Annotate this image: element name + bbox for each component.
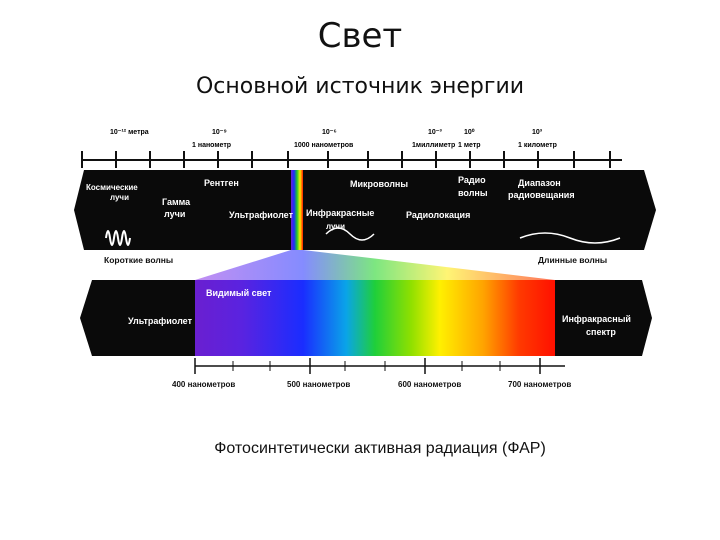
bottom-scale xyxy=(194,358,565,374)
label-400nm: 400 нанометров xyxy=(172,380,235,389)
label-ultraviolet-bottom: Ультрафиолет xyxy=(128,316,193,326)
scale-unit-3: 1миллиметр xyxy=(412,142,455,149)
label-cosmic-line2: лучи xyxy=(110,193,129,202)
label-infrared-spectrum-line2: спектр xyxy=(586,327,616,337)
scale-unit-2: 1000 нанометров xyxy=(294,142,354,149)
scale-exp-3: 10⁻⁶ xyxy=(322,129,337,136)
scale-exp-1: 10⁻¹² метра xyxy=(110,129,149,136)
label-gamma-line1: Гамма xyxy=(162,197,191,207)
label-600nm: 600 нанометров xyxy=(398,380,461,389)
infrared-wave-icon xyxy=(325,227,375,241)
slide-title: Свет xyxy=(317,16,403,56)
label-ultraviolet-top: Ультрафиолет xyxy=(229,210,294,220)
label-long-waves: Длинные волны xyxy=(538,255,607,265)
label-broadcast-line1: Диапазон xyxy=(518,178,561,188)
slide-subtitle: Основной источник энергии xyxy=(195,74,525,99)
long-wave-icon xyxy=(519,232,621,244)
visible-slit xyxy=(291,170,303,250)
label-visible-light: Видимый свет xyxy=(206,288,272,298)
scale-unit-5: 1 километр xyxy=(518,142,557,149)
par-caption: Фотосинтетически активная радиация (ФАР) xyxy=(214,440,546,457)
scale-exp-6: 10³ xyxy=(532,129,543,136)
scale-exp-2: 10⁻⁹ xyxy=(212,129,227,136)
label-radar: Радиолокация xyxy=(406,210,470,220)
label-cosmic-line1: Космические xyxy=(86,183,138,192)
label-700nm: 700 нанометров xyxy=(508,380,571,389)
label-gamma-line2: лучи xyxy=(164,209,185,219)
label-radio-line1: Радио xyxy=(458,175,486,185)
label-infrared-line1: Инфракрасные xyxy=(306,208,374,218)
scale-exp-5: 10⁰ xyxy=(464,128,475,136)
visible-fan xyxy=(195,250,555,280)
label-xray: Рентген xyxy=(204,178,239,188)
scale-exp-4: 10⁻³ xyxy=(428,129,442,136)
label-radio-line2: волны xyxy=(458,188,488,198)
em-spectrum-band xyxy=(74,170,656,250)
scale-unit-1: 1 нанометр xyxy=(192,142,231,149)
scale-unit-4: 1 метр xyxy=(458,142,481,149)
label-infrared-line2: лучи xyxy=(326,222,345,231)
top-scale xyxy=(81,151,622,168)
label-infrared-spectrum-line1: Инфракрасный xyxy=(562,314,631,324)
label-short-waves: Короткие волны xyxy=(104,255,173,265)
label-500nm: 500 нанометров xyxy=(287,380,350,389)
label-microwaves: Микроволны xyxy=(350,179,408,189)
short-wave-icon xyxy=(105,230,131,246)
visible-colors xyxy=(195,280,555,356)
label-broadcast-line2: радиовещания xyxy=(508,190,575,200)
